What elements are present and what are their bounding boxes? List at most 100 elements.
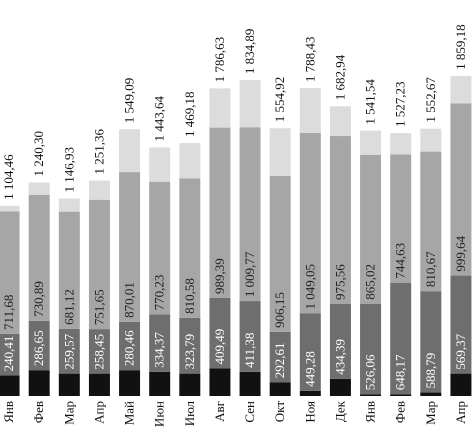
bar-segment [179, 317, 201, 374]
bar-segment [269, 331, 291, 383]
segment-label: 770,23 [152, 275, 167, 311]
bar-segment [149, 147, 171, 182]
total-label: 1 552,67 [423, 77, 438, 123]
bar-segment [58, 328, 80, 374]
total-label: 1 146,93 [61, 147, 76, 193]
bar-segment [179, 373, 201, 396]
x-tick-label: Июл [182, 400, 197, 426]
segment-label: 292,61 [272, 342, 287, 378]
total-label: 1 443,64 [152, 95, 167, 141]
segment-label: 286,65 [31, 330, 46, 366]
bar-segment [58, 198, 80, 212]
bar-segment [88, 199, 110, 330]
x-tick-label: Июн [152, 401, 167, 427]
segment-label: 681,12 [61, 289, 76, 325]
total-label: 1 682,94 [332, 54, 347, 100]
bar-segment [239, 127, 261, 302]
bar-segment [360, 154, 382, 304]
segment-label: 870,01 [122, 282, 137, 318]
bar-segment [269, 128, 291, 176]
segment-label: 1 049,05 [302, 264, 317, 310]
bar-segment [119, 129, 141, 173]
bar-segment [239, 371, 261, 396]
bar-segment [329, 136, 351, 304]
total-label: 1 527,23 [393, 82, 408, 128]
total-label: 1 240,30 [31, 131, 46, 177]
bar-segment [209, 297, 231, 369]
bar-segment [360, 394, 382, 396]
segment-label: 906,15 [272, 292, 287, 328]
segment-label: 810,67 [423, 251, 438, 287]
total-label: 1 834,89 [242, 29, 257, 75]
x-tick-label: Ноя [302, 401, 317, 423]
segment-label: 588,79 [423, 353, 438, 389]
bar-segment [0, 333, 20, 376]
segment-label: 711,68 [1, 295, 16, 330]
bar-segment [390, 154, 412, 283]
segment-label: 334,37 [152, 332, 167, 368]
total-label: 1 549,09 [122, 78, 137, 124]
x-tick-label: Май [122, 401, 137, 425]
segment-label: 751,65 [91, 289, 106, 325]
bar-segment [119, 172, 141, 322]
segment-label: 434,39 [332, 339, 347, 375]
total-label: 1 859,18 [453, 24, 468, 70]
bar-segment [149, 371, 171, 396]
bar-segment [450, 75, 472, 104]
bar-segment [420, 392, 442, 396]
bar-segment [450, 275, 472, 374]
x-tick-label: Апр [91, 401, 106, 424]
segment-label: 259,57 [61, 333, 76, 369]
x-tick-label: Сен [242, 401, 257, 423]
x-tick-label: Янв [1, 401, 16, 423]
bar-segment [239, 80, 261, 128]
bar-segment [209, 368, 231, 396]
bar-segment [28, 182, 50, 195]
bar-segment [420, 151, 442, 292]
segment-label: 730,89 [31, 281, 46, 317]
total-label: 1 541,54 [363, 79, 378, 125]
segment-label: 411,38 [242, 333, 257, 368]
bar-segment [58, 373, 80, 396]
segment-label: 569,37 [453, 333, 468, 369]
bar-segment [0, 205, 20, 212]
segment-label: 240,41 [1, 336, 16, 372]
bar-segment [28, 320, 50, 371]
x-tick-label: Авг [212, 401, 227, 422]
bar-segment [390, 133, 412, 155]
x-tick-label: Апр [453, 401, 468, 424]
bar-segment [299, 313, 321, 391]
total-label: 1 251,36 [91, 129, 106, 175]
bar-segment [209, 127, 231, 298]
bar-segment [420, 128, 442, 152]
bar-segment [58, 211, 80, 329]
total-label: 1 554,92 [272, 77, 287, 123]
bar-segment [28, 370, 50, 396]
bar-segment [269, 175, 291, 332]
segment-label: 975,56 [332, 264, 347, 300]
bar-segment [450, 103, 472, 276]
bar-segment [360, 303, 382, 395]
x-tick-label: Янв [363, 401, 378, 423]
bar-segment [119, 370, 141, 396]
segment-label: 258,45 [91, 334, 106, 370]
bar-segment [0, 211, 20, 334]
bar-segment [390, 394, 412, 396]
bar-segment [209, 88, 231, 128]
segment-label: 648,17 [393, 354, 408, 390]
total-label: 1 788,43 [302, 37, 317, 83]
x-tick-label: Окт [272, 401, 287, 423]
bar-segment [299, 132, 321, 314]
x-tick-label: Мар [423, 401, 438, 425]
x-tick-label: Мар [61, 401, 76, 425]
segment-label: 280,46 [122, 330, 137, 366]
bar-segment [360, 130, 382, 155]
bar-segment [420, 291, 442, 393]
bar-segment [119, 321, 141, 371]
bar-segment [269, 382, 291, 396]
bar-segment [88, 373, 110, 396]
x-tick-label: Фев [31, 401, 46, 423]
bar-segment [329, 378, 351, 396]
bar-segment [0, 375, 20, 396]
